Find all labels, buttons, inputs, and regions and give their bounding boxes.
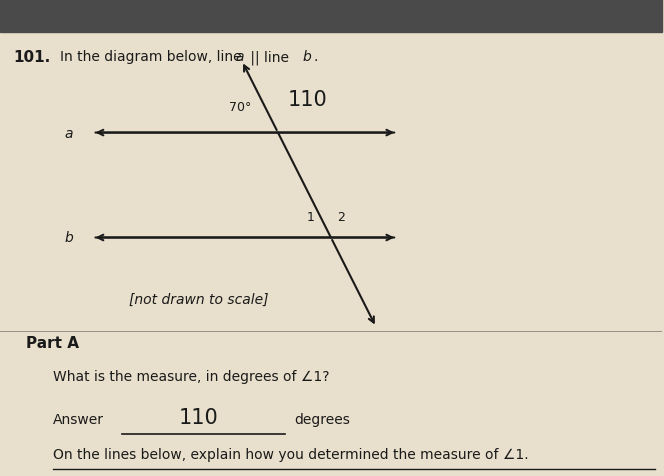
Text: 101.: 101. [13,50,50,65]
Text: 70°: 70° [229,101,252,114]
Text: || line: || line [246,50,293,64]
Text: What is the measure, in degrees of ∠1?: What is the measure, in degrees of ∠1? [53,369,329,383]
Text: b: b [64,231,73,245]
Text: On the lines below, explain how you determined the measure of ∠1.: On the lines below, explain how you dete… [53,447,529,461]
Text: a: a [64,126,73,140]
Text: .: . [313,50,317,64]
Text: 110: 110 [179,407,218,427]
Text: 2: 2 [337,211,345,224]
Text: 1: 1 [307,211,314,224]
Text: [not drawn to scale]: [not drawn to scale] [129,293,268,307]
Text: 110: 110 [288,89,327,109]
Bar [0,0,662,33]
Text: b: b [302,50,311,64]
Text: Part A: Part A [27,336,80,350]
Text: a: a [235,50,244,64]
Text: Answer: Answer [53,412,104,426]
Text: degrees: degrees [295,412,351,426]
Text: In the diagram below, line: In the diagram below, line [60,50,246,64]
